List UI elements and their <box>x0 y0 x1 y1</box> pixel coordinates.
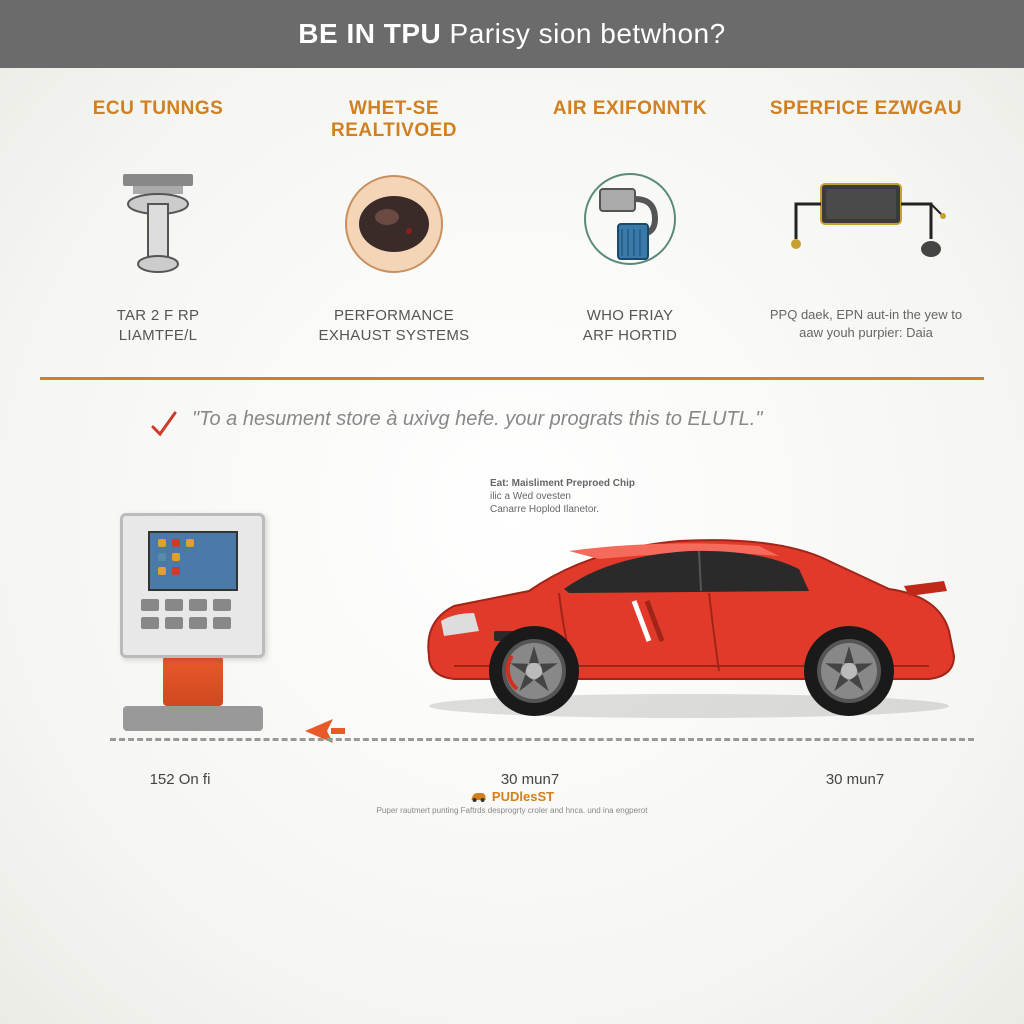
col-desc: PPQ daek, EPN aut-in the yew to aaw youh… <box>760 306 972 342</box>
exhaust-icon <box>288 156 500 291</box>
col-sub: WHO FRIAY ARF HORTID <box>524 306 736 347</box>
col-air: AIR EXIFONNTK WHO FRIAY ARF HORTID <box>512 98 748 347</box>
tmark-2: 30 mun7 <box>826 771 884 788</box>
check-icon <box>150 409 178 446</box>
caption-l1: Eat: Maisliment Preproed Chip <box>490 477 670 490</box>
air-intake-icon <box>524 156 736 291</box>
car-glyph-icon <box>470 789 488 803</box>
header-suffix: Parisy sion betwhon? <box>450 18 726 49</box>
col-title: AIR EXIFONNTK <box>524 98 736 146</box>
header-bar: BE IN TPU Parisy sion betwhon? <box>0 0 1024 68</box>
timeline <box>110 738 974 741</box>
col-sub: PERFORMANCE EXHAUST SYSTEMS <box>288 306 500 347</box>
quote-block: "To a hesument store à uxivg hefe. your … <box>0 405 1024 446</box>
section-divider <box>40 377 984 380</box>
diagnostic-machine <box>120 513 265 731</box>
scene: Eat: Maisliment Preproed Chip ilic a Wed… <box>0 466 1024 826</box>
footer-brand: PUDlesST <box>492 789 554 804</box>
footer-tag: Puper rautmert punting Faftrds desprogrt… <box>377 806 648 816</box>
quote-text: "To a hesument store à uxivg hefe. your … <box>192 405 762 433</box>
col-sperfice: SPERFICE EZWGAU PPQ daek, EPN aut-in the… <box>748 98 984 347</box>
col-title: WHET-SE REALTIVOED <box>288 98 500 146</box>
module-icon <box>760 156 972 291</box>
feature-columns: ECU TUNNGS TAR 2 F RP LIAMTFE/L WHET-SE … <box>0 68 1024 367</box>
col-title: SPERFICE EZWGAU <box>760 98 972 146</box>
footer-logo: PUDlesST Puper rautmert punting Faftrds … <box>377 789 648 816</box>
col-ecu: ECU TUNNGS TAR 2 F RP LIAMTFE/L <box>40 98 276 347</box>
col-exhaust: WHET-SE REALTIVOED PERFORMANCE EXHAUST S… <box>276 98 512 347</box>
col-title: ECU TUNNGS <box>52 98 264 146</box>
tmark-0: 152 On fi <box>150 771 211 788</box>
ecu-icon <box>52 156 264 291</box>
header-prefix: BE IN TPU <box>298 18 441 49</box>
tmark-1: 30 mun7 <box>501 771 559 788</box>
col-sub: TAR 2 F RP LIAMTFE/L <box>52 306 264 347</box>
sports-car <box>399 491 969 726</box>
arrow-icon <box>305 717 345 750</box>
